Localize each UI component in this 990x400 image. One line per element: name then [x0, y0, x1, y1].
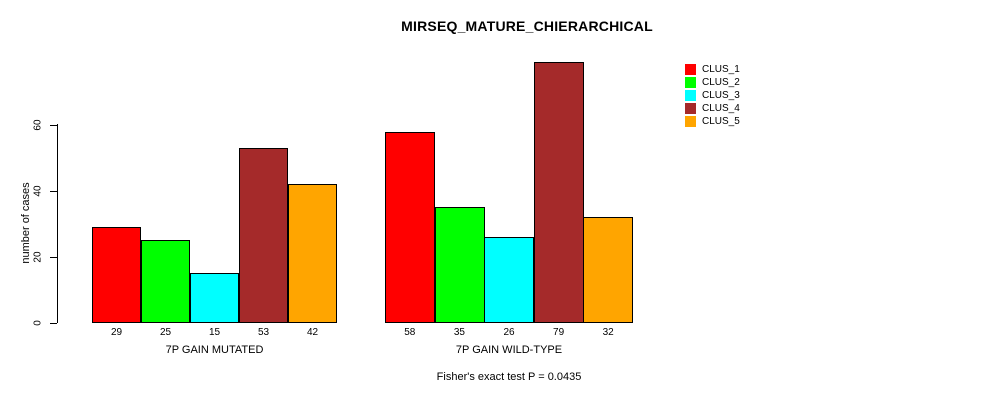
y-tick-label: 60 — [32, 118, 44, 131]
bar-clus_5-group2 — [583, 217, 633, 323]
bar-clus_1-group2 — [385, 132, 435, 323]
bar-clus_2-group2 — [435, 207, 485, 323]
bar-clus_2-group1 — [141, 240, 190, 323]
bar-clus_4-group2 — [534, 62, 584, 323]
bar-clus_3-group1 — [190, 273, 239, 323]
bar-clus_4-group1 — [239, 148, 288, 323]
bar-value-label: 79 — [553, 327, 565, 338]
chart-title: MIRSEQ_MATURE_CHIERARCHICAL — [401, 18, 653, 34]
bar-value-label: 35 — [453, 327, 465, 338]
legend-swatch — [685, 103, 696, 114]
legend-row: CLUS_3 — [685, 89, 740, 102]
group-label: 7P GAIN WILD-TYPE — [455, 344, 563, 356]
y-axis-label: number of cases — [20, 182, 32, 264]
legend-swatch — [685, 77, 696, 88]
legend-swatch — [685, 90, 696, 101]
legend-label: CLUS_2 — [702, 77, 740, 88]
y-tick-mark — [50, 125, 57, 126]
y-tick-mark — [50, 191, 57, 192]
bar-clus_1-group1 — [92, 227, 141, 323]
y-tick-mark — [50, 257, 57, 258]
legend-row: CLUS_1 — [685, 63, 740, 76]
y-tick-label: 0 — [32, 319, 44, 326]
bar-value-label: 29 — [110, 327, 123, 338]
bar-value-label: 53 — [257, 327, 270, 338]
bar-clus_3-group2 — [484, 237, 534, 323]
y-tick-label: 40 — [32, 184, 44, 197]
legend-label: CLUS_3 — [702, 90, 740, 101]
legend-label: CLUS_4 — [702, 103, 740, 114]
legend-swatch — [685, 116, 696, 127]
bar-value-label: 58 — [404, 327, 416, 338]
legend-label: CLUS_5 — [702, 116, 740, 127]
legend: CLUS_1 CLUS_2 CLUS_3 CLUS_4 CLUS_5 — [685, 63, 740, 128]
y-tick-label: 20 — [32, 250, 44, 263]
group-label: 7P GAIN MUTATED — [165, 344, 264, 356]
bar-value-label: 42 — [306, 327, 319, 338]
legend-label: CLUS_1 — [702, 64, 740, 75]
legend-swatch — [685, 64, 696, 75]
legend-row: CLUS_5 — [685, 115, 740, 128]
annotation-text: Fisher's exact test P = 0.0435 — [436, 371, 582, 383]
legend-row: CLUS_2 — [685, 76, 740, 89]
bar-clus_5-group1 — [288, 184, 337, 323]
legend-row: CLUS_4 — [685, 102, 740, 115]
bar-value-label: 25 — [159, 327, 172, 338]
bar-value-label: 15 — [208, 327, 221, 338]
y-tick-mark — [50, 323, 57, 324]
bar-value-label: 26 — [503, 327, 515, 338]
bar-value-label: 32 — [602, 327, 614, 338]
y-axis-line — [57, 124, 58, 323]
